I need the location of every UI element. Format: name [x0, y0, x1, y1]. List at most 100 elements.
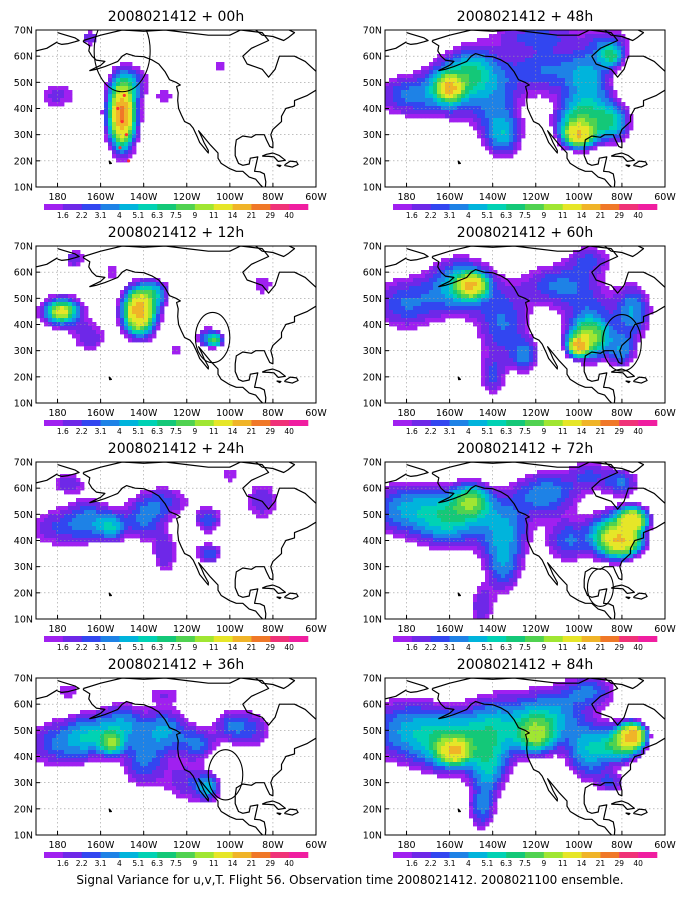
colorbar-swatch — [138, 420, 158, 426]
colorbar: 1.6 2.2 3.1 4 5.1 6.3 7.5 9 11 14 21 29 40 — [393, 420, 658, 436]
ytick-label: 50N — [14, 294, 33, 305]
colorbar-label: 4 — [117, 211, 122, 220]
colorbar-swatch — [449, 204, 469, 210]
ytick-label: 40N — [14, 752, 33, 763]
colorbar-label: 21 — [596, 859, 606, 868]
xtick-label: 100W — [216, 408, 244, 419]
colorbar-label: 9 — [541, 427, 546, 436]
colorbar-swatch — [638, 852, 658, 858]
colorbar-label: 40 — [633, 211, 643, 220]
colorbar-swatch — [468, 204, 488, 210]
xtick-label: 80W — [611, 192, 633, 203]
colorbar-swatch — [44, 636, 64, 642]
colorbar-swatch — [525, 204, 545, 210]
colorbar-label: 14 — [228, 211, 238, 220]
track-point — [118, 146, 122, 150]
colorbar-label: 40 — [284, 211, 294, 220]
colorbar: 1.6 2.2 3.1 4 5.1 6.3 7.5 9 11 14 21 29 40 — [44, 636, 309, 652]
colorbar-label: 7.5 — [519, 427, 531, 436]
colorbar: 1.6 2.2 3.1 4 5.1 6.3 7.5 9 11 14 21 29 40 — [44, 204, 309, 220]
ytick-label: 10N — [14, 183, 33, 194]
colorbar-swatch — [251, 204, 271, 210]
ytick-label: 40N — [363, 752, 382, 763]
map-area — [36, 30, 316, 187]
colorbar-label: 1.6 — [57, 859, 69, 868]
colorbar-label: 5.1 — [132, 859, 144, 868]
colorbar-swatch — [430, 852, 450, 858]
xtick-label: 140W — [479, 192, 507, 203]
ytick-label: 50N — [14, 510, 33, 521]
ytick-label: 60N — [14, 484, 33, 495]
xtick-label: 60W — [305, 840, 327, 851]
ytick-label: 70N — [14, 458, 33, 469]
xtick-label: 140W — [479, 408, 507, 419]
colorbar-swatch — [100, 636, 120, 642]
colorbar-label: 29 — [266, 427, 276, 436]
colorbar-label: 21 — [247, 643, 257, 652]
colorbar-label: 9 — [192, 859, 197, 868]
colorbar-label: 40 — [633, 643, 643, 652]
colorbar-label: 29 — [266, 859, 276, 868]
ytick-label: 60N — [363, 484, 382, 495]
colorbar-swatch — [411, 852, 432, 858]
colorbar-label: 1.6 — [57, 427, 69, 436]
xtick-label: 60W — [654, 840, 676, 851]
colorbar-swatch — [157, 204, 177, 210]
map-area — [385, 246, 665, 403]
colorbar-swatch — [157, 636, 177, 642]
colorbar-label: 29 — [615, 643, 625, 652]
ytick-label: 10N — [363, 615, 382, 626]
panel-4: 2008021412 + 60h 10N 20N 30N 40N 50N 60N 70N 180… — [363, 225, 677, 436]
observation-circle — [194, 311, 231, 364]
colorbar-swatch — [525, 420, 545, 426]
flight-track — [116, 93, 131, 163]
colorbar-label: 14 — [577, 427, 587, 436]
colorbar-swatch — [194, 420, 215, 426]
colorbar-label: 11 — [558, 427, 568, 436]
colorbar-label: 11 — [209, 211, 219, 220]
colorbar-label: 1.6 — [57, 211, 69, 220]
colorbar-label: 7.5 — [170, 211, 182, 220]
ytick-label: 50N — [14, 726, 33, 737]
colorbar-swatch — [468, 420, 488, 426]
colorbar-swatch — [543, 852, 564, 858]
colorbar-label: 1.6 — [406, 643, 418, 652]
ytick-label: 50N — [363, 78, 382, 89]
colorbar-swatch — [251, 636, 271, 642]
colorbar-swatch — [619, 852, 639, 858]
colorbar-label: 3.1 — [95, 211, 107, 220]
ytick-label: 30N — [363, 562, 382, 573]
ytick-label: 60N — [363, 52, 382, 63]
colorbar-label: 40 — [633, 427, 643, 436]
colorbar-swatch — [411, 420, 432, 426]
panel-title: 2008021412 + 48h — [457, 9, 593, 25]
xtick-label: 140W — [479, 624, 507, 635]
ytick-label: 30N — [14, 562, 33, 573]
colorbar-swatch — [487, 420, 507, 426]
colorbar-swatch — [138, 852, 158, 858]
variance-field — [44, 30, 225, 163]
colorbar-label: 21 — [596, 211, 606, 220]
colorbar-swatch — [44, 852, 64, 858]
colorbar-swatch — [581, 852, 601, 858]
colorbar-swatch — [525, 636, 545, 642]
colorbar-label: 14 — [228, 859, 238, 868]
colorbar-swatch — [213, 204, 233, 210]
figure-caption: Signal Variance for u,v,T. Flight 56. Ob… — [76, 873, 624, 887]
coastlines — [385, 678, 665, 835]
colorbar-swatch — [449, 420, 469, 426]
colorbar-label: 11 — [558, 211, 568, 220]
coastlines — [36, 30, 316, 187]
colorbar-swatch — [100, 204, 120, 210]
colorbar-swatch — [487, 204, 507, 210]
xtick-label: 120W — [522, 624, 550, 635]
ytick-label: 50N — [363, 510, 382, 521]
ytick-label: 70N — [14, 26, 33, 37]
colorbar-swatch — [562, 852, 582, 858]
ytick-label: 60N — [14, 268, 33, 279]
colorbar-label: 2.2 — [76, 643, 88, 652]
colorbar-label: 2.2 — [76, 427, 88, 436]
colorbar-swatch — [638, 636, 658, 642]
colorbar-label: 2.2 — [425, 427, 437, 436]
colorbar-swatch — [449, 852, 469, 858]
